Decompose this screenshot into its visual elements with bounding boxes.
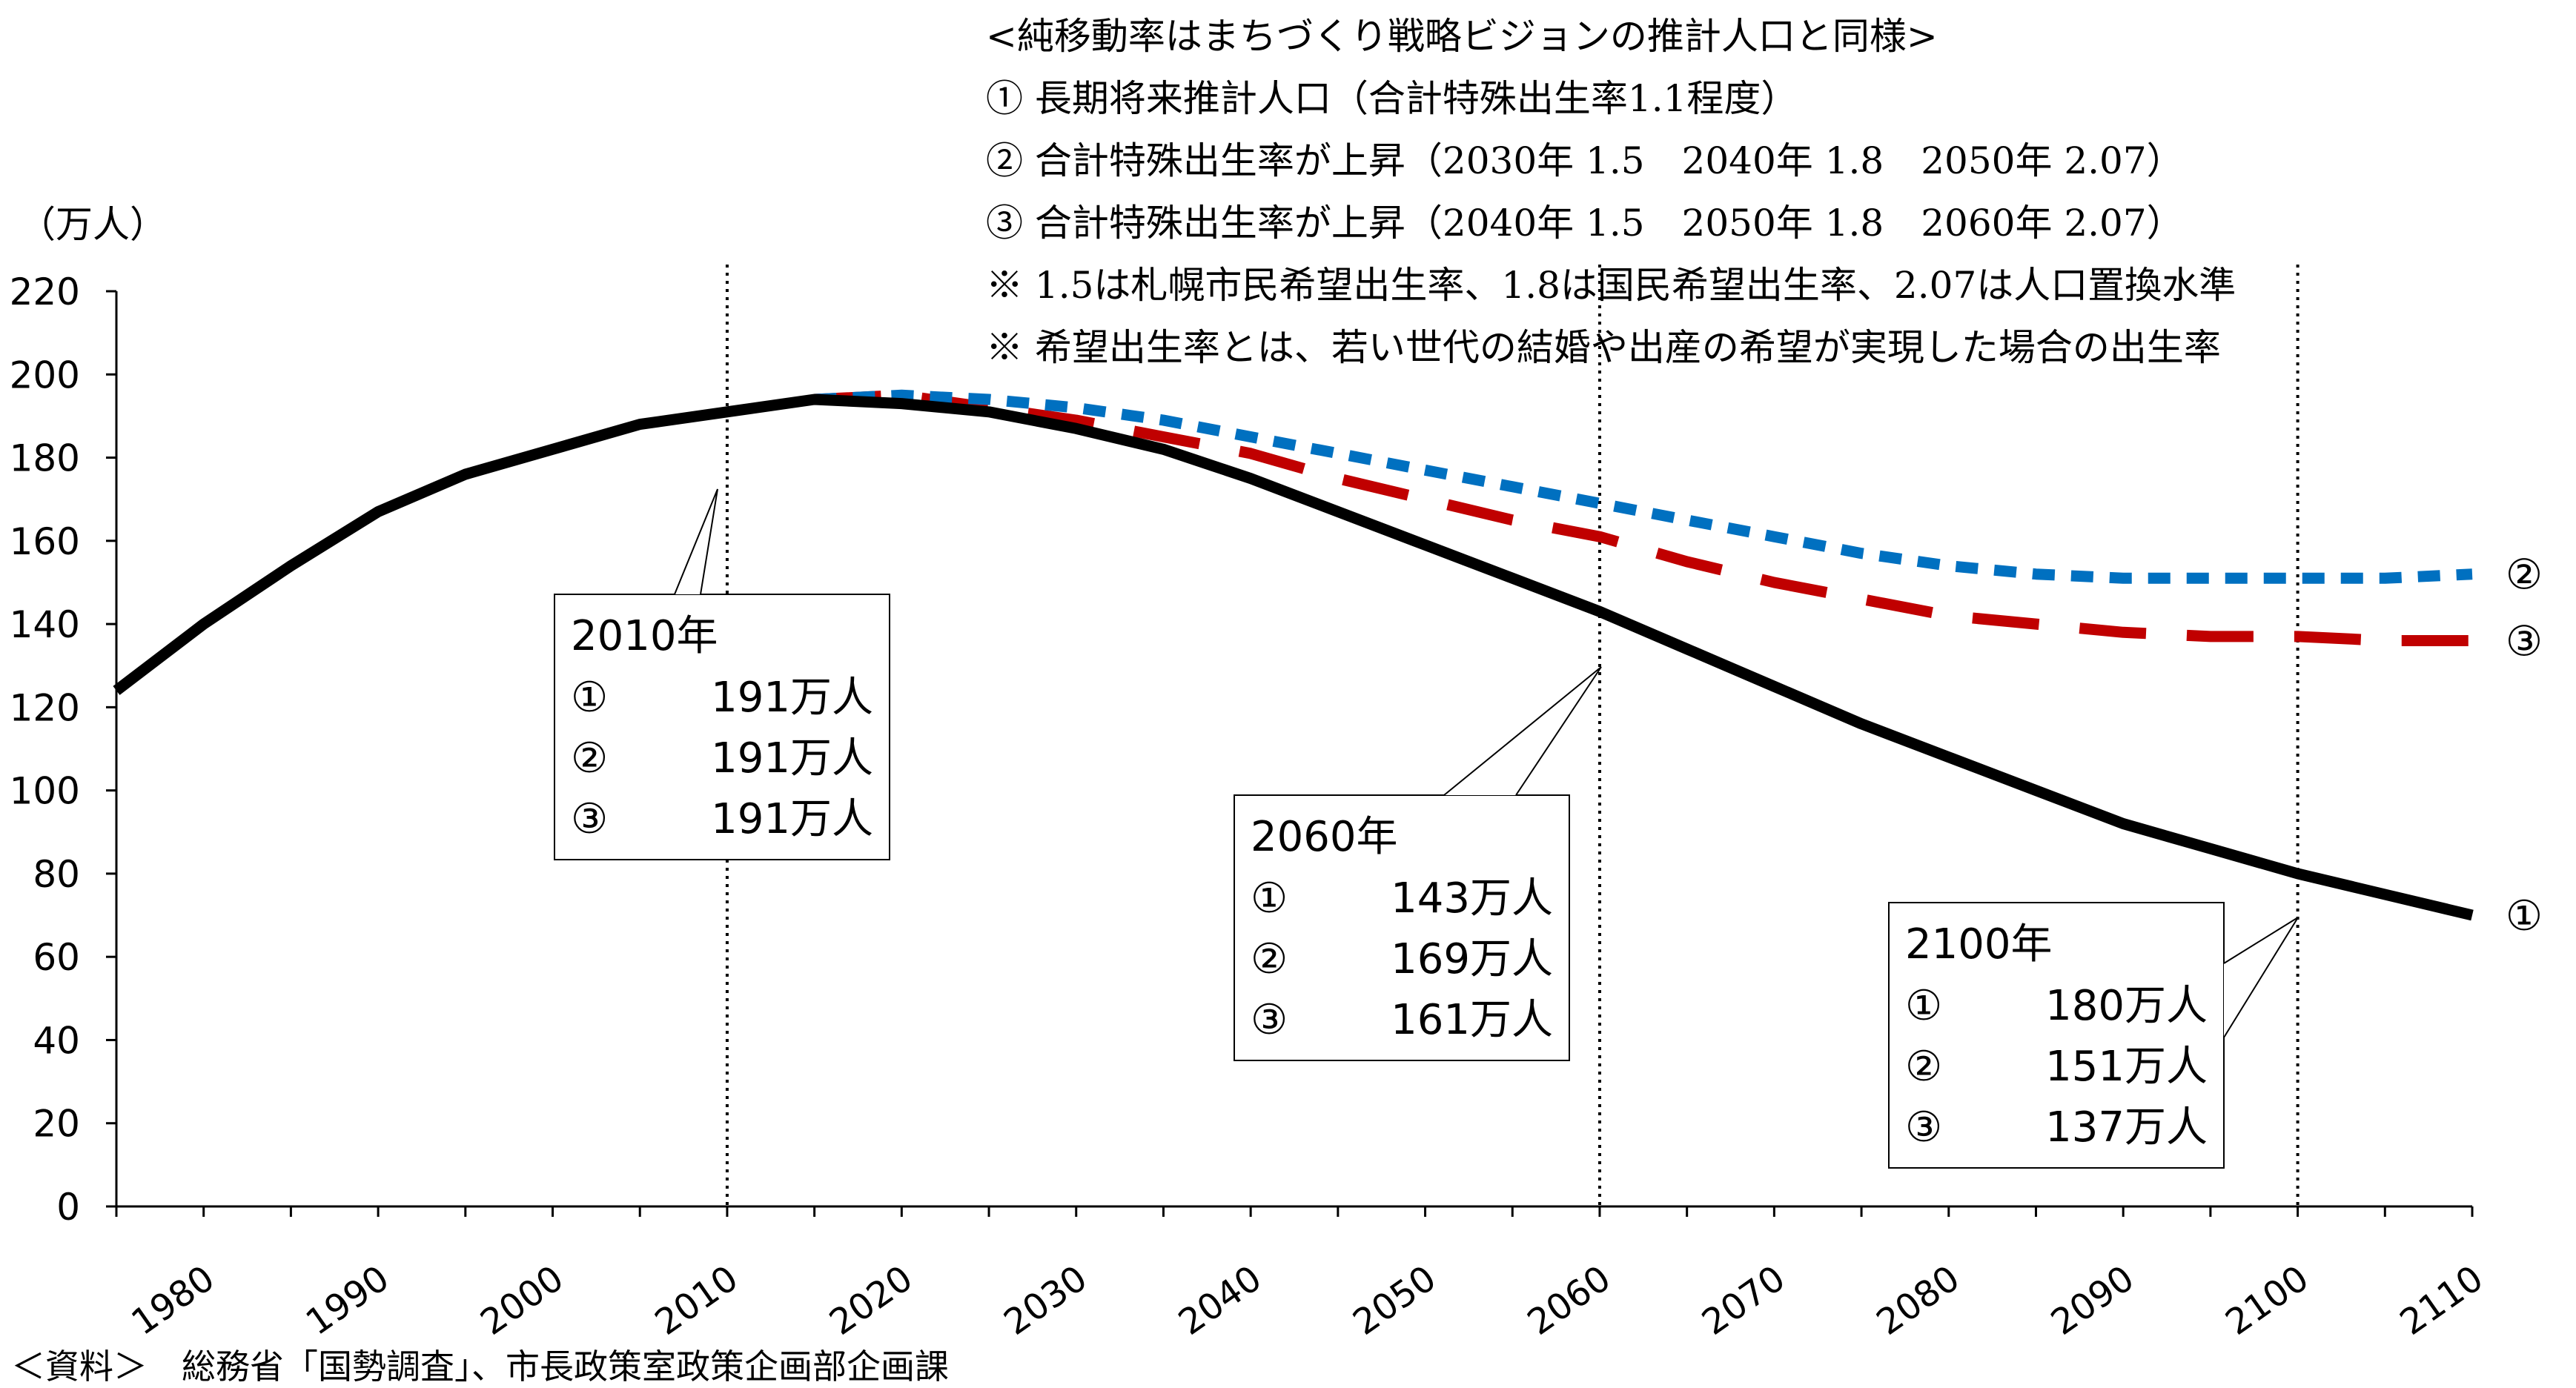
x-tick-label: 2010 [648,1258,746,1344]
x-tick-label: 2110 [2393,1258,2491,1344]
callout-value: 143万人 [1391,874,1553,923]
callout-value: 169万人 [1391,935,1553,983]
callout-value: 191万人 [711,795,873,843]
y-tick-label: 80 [33,853,80,896]
callout-marker: ③ [571,795,608,843]
x-tick-label: 2070 [1695,1258,1792,1344]
callout-2060年: 2060年 ① 143万人 ② 169万人 ③ 161万人 [1234,666,1602,1061]
x-tick-label: 2030 [996,1258,1094,1344]
x-tick-label: 1980 [124,1258,222,1344]
series-line-② [814,389,2473,584]
callout-box [1888,902,2225,1169]
callout-marker: ① [571,674,608,722]
y-tick-label: 40 [33,1019,80,1062]
x-tick-label: 2020 [822,1258,920,1344]
callout-box [1234,794,1570,1061]
callout-marker: ① [1905,982,1942,1030]
y-tick-label: 200 [10,353,80,396]
callout-marker: ② [571,734,608,783]
callout-2100年: 2100年 ① 180万人 ② 151万人 ③ 137万人 [1888,902,2299,1169]
callout-2010年: 2010年 ① 191万人 ② 191万人 ③ 191万人 [554,488,890,860]
x-tick-label: 1990 [299,1258,397,1344]
callout-year: 2060年 [1251,813,1398,861]
x-tick-label: 2060 [1520,1258,1618,1344]
note-line-3: ② 合計特殊出生率が上昇（2030年 1.5 2040年 1.8 2050年 2… [986,139,2184,182]
callout-value: 137万人 [2045,1103,2208,1152]
callout-pointer [674,488,718,595]
callout-year: 2010年 [571,612,718,660]
callout-marker: ② [1251,935,1288,983]
series-lines: ③ ② ① [113,389,2543,940]
callout-value: 180万人 [2045,982,2208,1030]
y-tick-label: 160 [10,520,80,563]
callout-marker: ③ [1905,1103,1942,1152]
series-line-③ [814,389,2472,646]
callout-marker: ① [1251,874,1288,923]
series-line-① [113,394,2474,921]
callout-pointer [1443,666,1602,796]
callout-pointer [2223,917,2299,1038]
note-line-6: ※ 希望出生率とは、若い世代の結婚や出産の希望が実現した場合の出生率 [986,326,2221,369]
notes-block: <純移動率はまちづくり戦略ビジョンの推計人口と同様> ① 長期将来推計人口（合計… [986,15,2236,369]
x-tick-label: 2040 [1171,1258,1269,1344]
x-tick-label: 2080 [1869,1258,1967,1344]
y-tick-label: 140 [10,603,80,646]
y-tick-label: 120 [10,686,80,729]
callouts: 2010年 ① 191万人 ② 191万人 ③ 191万人 2060年 ① 143万人 ② 169万人… [554,488,2299,1169]
y-tick-label: 180 [10,437,80,480]
note-line-4: ③ 合計特殊出生率が上昇（2040年 1.5 2050年 1.8 2060年 2… [986,202,2184,245]
series-end-label: ① [2506,892,2543,940]
note-line-5: ※ 1.5は札幌市民希望出生率、1.8は国民希望出生率、2.07は人口置換水準 [986,264,2236,307]
series-end-label: ③ [2506,618,2543,666]
y-tick-label: 20 [33,1103,80,1146]
y-tick-label: 0 [56,1186,80,1229]
note-line-1: <純移動率はまちづくり戦略ビジョンの推計人口と同様> [986,15,1938,58]
series-end-label: ② [2506,551,2543,600]
callout-value: 151万人 [2045,1043,2208,1091]
callout-marker: ② [1905,1043,1942,1091]
source-note: ＜資料＞ 総務省「国勢調査」、市長政策室政策企画部企画課 [11,1347,949,1387]
callout-year: 2100年 [1905,920,2053,969]
callout-value: 191万人 [711,674,873,722]
x-tick-label: 2000 [473,1258,571,1344]
callout-box [554,594,890,860]
callout-value: 191万人 [711,734,873,783]
x-tick-label: 2090 [2044,1258,2142,1344]
callout-value: 161万人 [1391,996,1553,1044]
reference-lines [725,265,2299,1206]
y-tick-label: 60 [33,936,80,979]
x-tick-label: 2050 [1345,1258,1443,1344]
y-tick-label: 220 [10,270,80,313]
y-axis-label: （万人） [19,203,167,246]
note-line-2: ① 長期将来推計人口（合計特殊出生率1.1程度） [986,77,1798,120]
y-tick-label: 100 [10,770,80,813]
callout-marker: ③ [1251,996,1288,1044]
x-tick-label: 2100 [2218,1258,2316,1344]
